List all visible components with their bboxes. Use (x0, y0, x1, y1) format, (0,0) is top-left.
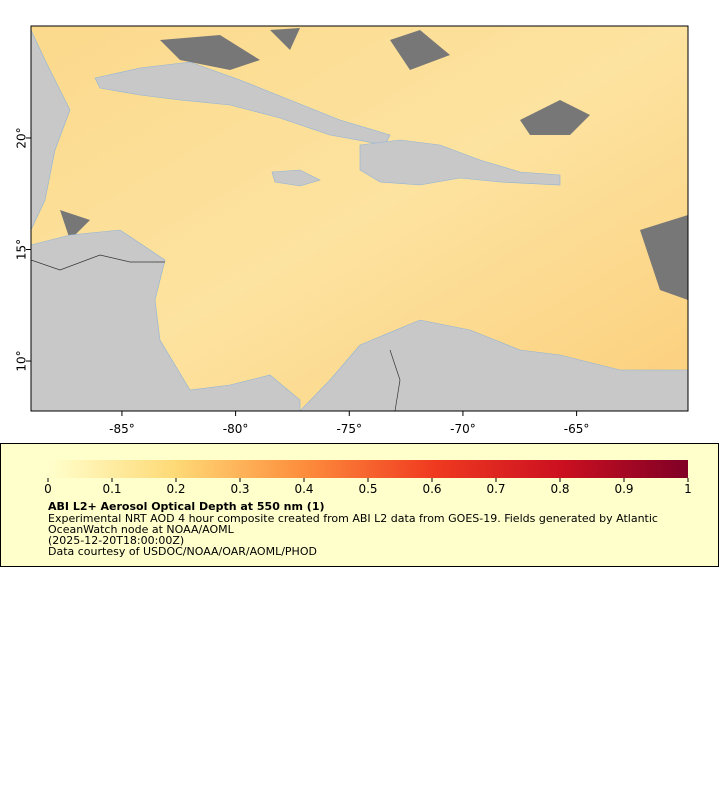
colorbar-tick-label: 1 (684, 482, 692, 496)
colorbar-tick-label: 0.9 (614, 482, 633, 496)
x-tick-label: -75° (336, 422, 362, 436)
y-tick-label: 10° (15, 350, 29, 371)
colorbar-tick-label: 0.7 (486, 482, 505, 496)
colorbar-tick-label: 0.8 (550, 482, 569, 496)
legend-line: Data courtesy of USDOC/NOAA/OAR/AOML/PHO… (48, 545, 317, 558)
x-tick-label: -65° (564, 422, 590, 436)
x-tick-label: -70° (450, 422, 476, 436)
colorbar-tick-label: 0.3 (230, 482, 249, 496)
cloud-mask (60, 28, 688, 300)
colorbar-tick-label: 0.1 (102, 482, 121, 496)
x-tick-label: -80° (223, 422, 249, 436)
colorbar-tick-label: 0.6 (422, 482, 441, 496)
colorbar-tick-label: 0.5 (358, 482, 377, 496)
legend-line: Experimental NRT AOD 4 hour composite cr… (48, 512, 658, 525)
colorbar (48, 460, 688, 478)
colorbar-tick-label: 0.4 (294, 482, 313, 496)
y-tick-label: 20° (15, 127, 29, 148)
x-tick-label: -85° (109, 422, 135, 436)
legend-line: OceanWatch node at NOAA/AOML (48, 523, 235, 536)
legend-line: (2025-12-20T18:00:00Z) (48, 534, 184, 547)
y-tick-label: 15° (15, 239, 29, 260)
map (31, 26, 688, 411)
colorbar-tick-label: 0 (44, 482, 52, 496)
legend-title: ABI L2+ Aerosol Optical Depth at 550 nm … (48, 500, 325, 513)
map-frame (30, 25, 689, 412)
land (31, 29, 688, 411)
colorbar-tick-label: 0.2 (166, 482, 185, 496)
